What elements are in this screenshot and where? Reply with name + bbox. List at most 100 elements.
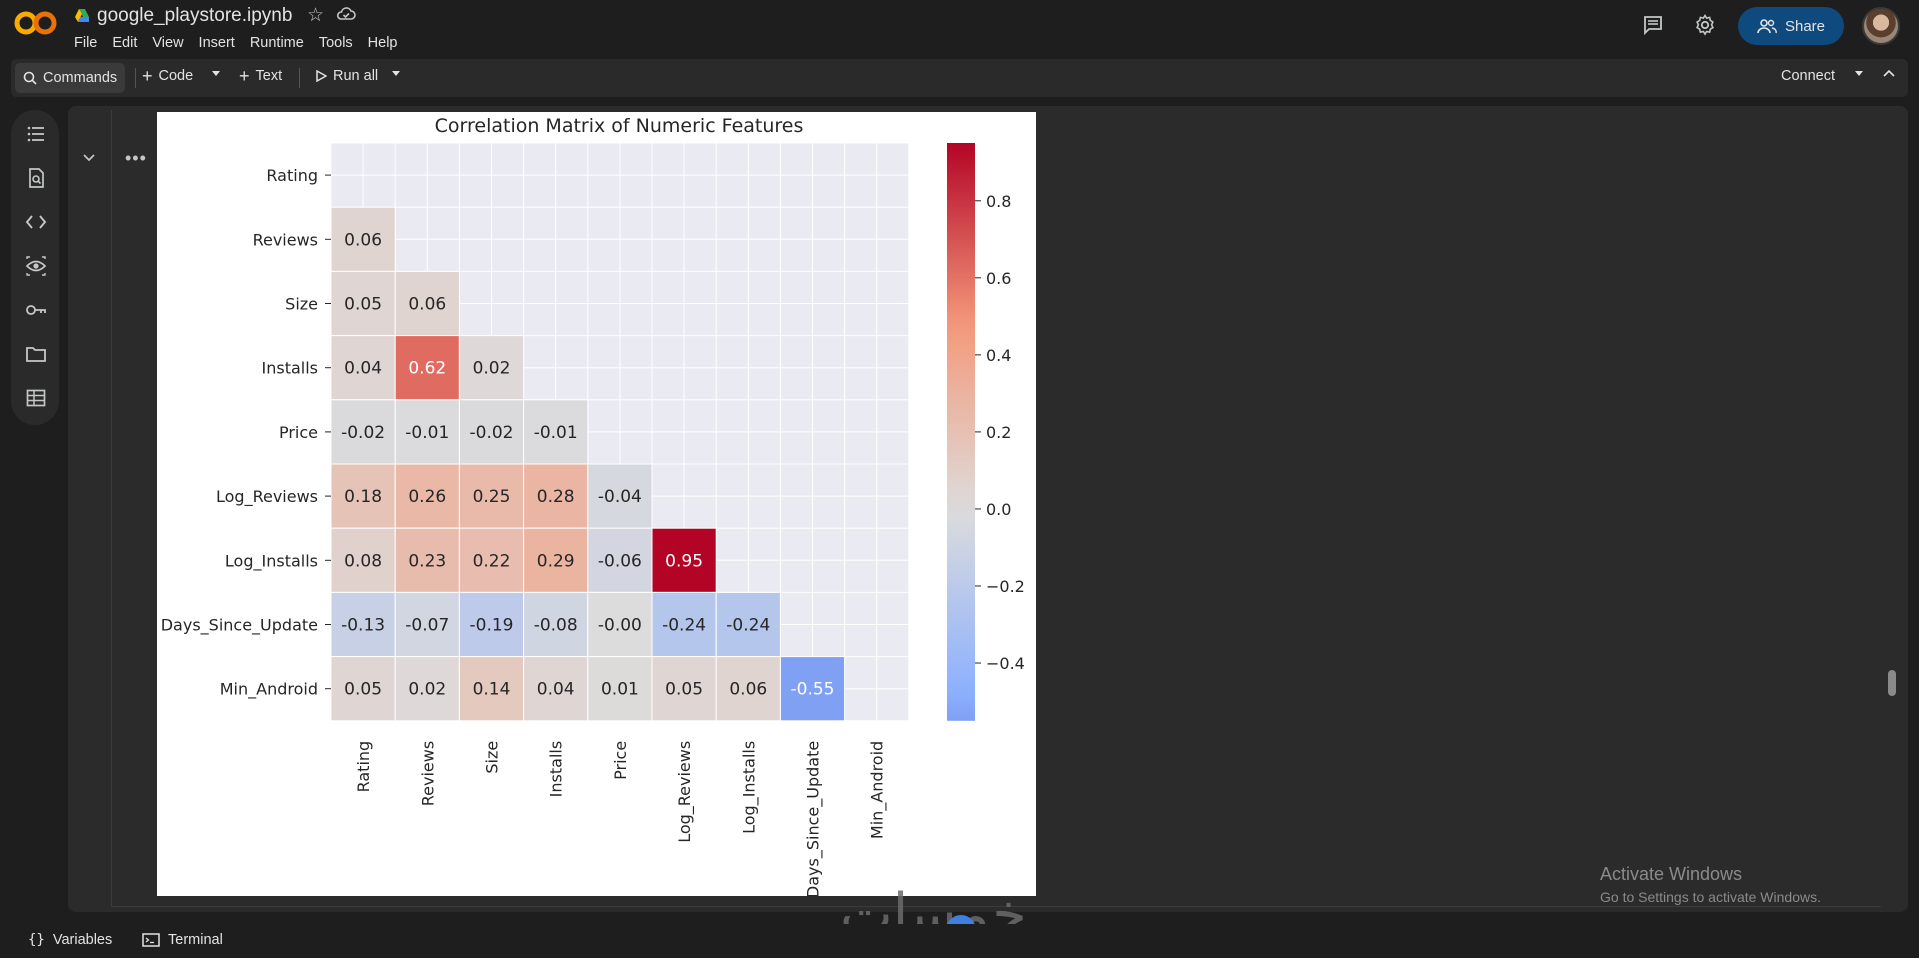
menu-edit[interactable]: Edit bbox=[112, 35, 138, 51]
find-icon[interactable] bbox=[25, 167, 47, 189]
cell-value-label: -0.08 bbox=[534, 616, 578, 636]
heatmap-cell bbox=[779, 656, 846, 722]
heatmap-cell bbox=[394, 270, 460, 337]
star-icon[interactable]: ☆ bbox=[307, 5, 325, 26]
cell-value-label: 0.04 bbox=[344, 359, 382, 379]
heatmap-cell bbox=[651, 591, 717, 658]
row-tick-label: Size bbox=[285, 295, 318, 314]
heatmap-cell bbox=[523, 463, 589, 529]
cell-value-label: 0.26 bbox=[408, 487, 446, 507]
cell-value-label: 0.01 bbox=[601, 680, 639, 700]
row-tick-label: Reviews bbox=[253, 230, 318, 249]
table-icon[interactable] bbox=[25, 387, 47, 409]
cell-value-label: 0.02 bbox=[473, 359, 511, 379]
menu-view[interactable]: View bbox=[152, 35, 184, 51]
avatar[interactable] bbox=[1862, 7, 1900, 45]
cell-value-label: -0.13 bbox=[341, 616, 385, 636]
heatmap-cell bbox=[394, 463, 460, 529]
cell-value-label: 0.28 bbox=[537, 487, 575, 507]
cell-value-label: 0.22 bbox=[473, 551, 511, 571]
row-tick-label: Rating bbox=[266, 166, 318, 185]
connect-button[interactable]: Connect bbox=[1781, 68, 1835, 84]
colorbar bbox=[947, 143, 975, 721]
cell-value-label: 0.05 bbox=[344, 680, 382, 700]
search-icon bbox=[23, 71, 37, 85]
column-tick-label: Size bbox=[483, 741, 502, 774]
colorbar-tick-label: 0.2 bbox=[986, 423, 1011, 442]
gear-icon[interactable] bbox=[1693, 13, 1717, 42]
key-icon[interactable] bbox=[25, 299, 47, 321]
share-button[interactable]: Share bbox=[1738, 7, 1844, 45]
cell-value-label: -0.55 bbox=[791, 680, 835, 700]
connect-dropdown-icon[interactable] bbox=[1854, 68, 1864, 78]
row-tick-label: Days_Since_Update bbox=[161, 616, 318, 636]
run-dropdown-icon[interactable] bbox=[391, 68, 401, 78]
code-label: Code bbox=[158, 68, 194, 84]
heatmap-cell bbox=[651, 656, 717, 722]
cell-value-label: -0.02 bbox=[470, 423, 514, 443]
menu-insert[interactable]: Insert bbox=[198, 35, 235, 51]
cell-value-label: 0.02 bbox=[408, 680, 446, 700]
more-options-icon[interactable]: ••• bbox=[125, 148, 147, 168]
variable-inspector-icon[interactable] bbox=[25, 255, 47, 277]
menu-bar: File Edit View Insert Runtime Tools Help bbox=[74, 35, 413, 51]
notebook-title[interactable]: google_playstore.ipynb bbox=[97, 5, 293, 26]
toolbar-divider bbox=[135, 68, 136, 88]
commands-button[interactable]: Commands bbox=[15, 63, 126, 93]
menu-runtime[interactable]: Runtime bbox=[249, 35, 304, 51]
table-of-contents-icon[interactable] bbox=[25, 123, 47, 145]
chevron-down-icon[interactable] bbox=[83, 150, 95, 168]
heatmap-cell bbox=[587, 656, 653, 722]
menu-file[interactable]: File bbox=[74, 35, 98, 51]
variables-button[interactable]: {} Variables bbox=[28, 932, 112, 948]
heatmap-cell bbox=[394, 656, 460, 722]
code-dropdown-icon[interactable] bbox=[211, 68, 221, 78]
cell-value-label: 0.08 bbox=[344, 551, 382, 571]
braces-icon: {} bbox=[28, 932, 45, 948]
colab-logo[interactable] bbox=[14, 8, 58, 38]
run-all-button[interactable]: Run all bbox=[315, 68, 378, 84]
heatmap-cell bbox=[394, 399, 460, 465]
cell-value-label: -0.01 bbox=[534, 423, 578, 443]
heatmap-figure: Correlation Matrix of Numeric Features 0.… bbox=[157, 112, 1036, 896]
row-tick-label: Log_Installs bbox=[225, 551, 318, 571]
cell-value-label: -0.02 bbox=[341, 423, 385, 443]
cell-value-label: -0.19 bbox=[470, 616, 514, 636]
left-sidebar bbox=[11, 110, 59, 425]
column-tick-label: Log_Reviews bbox=[675, 741, 695, 843]
column-tick-label: Min_Android bbox=[868, 741, 888, 839]
activate-windows-title: Activate Windows bbox=[1600, 864, 1743, 884]
add-text-button[interactable]: + Text bbox=[239, 67, 282, 85]
cell-value-label: 0.04 bbox=[537, 680, 575, 700]
folder-icon[interactable] bbox=[25, 343, 47, 365]
terminal-button[interactable]: Terminal bbox=[142, 932, 223, 948]
notebook-toolbar: Commands + Code + Text Run all Connect bbox=[11, 59, 1908, 97]
column-tick-label: Days_Since_Update bbox=[804, 741, 824, 896]
cell-value-label: -0.07 bbox=[405, 616, 449, 636]
colorbar-tick-label: 0.6 bbox=[986, 269, 1011, 288]
plus-icon: + bbox=[142, 66, 153, 86]
cell-value-label: 0.18 bbox=[344, 487, 382, 507]
heatmap-cell bbox=[458, 591, 525, 658]
menu-help[interactable]: Help bbox=[367, 35, 398, 51]
menu-tools[interactable]: Tools bbox=[318, 35, 353, 51]
share-label: Share bbox=[1784, 17, 1826, 35]
toolbar-divider bbox=[299, 68, 300, 88]
heatmap-cell bbox=[394, 335, 460, 401]
column-tick-label: Log_Installs bbox=[739, 741, 759, 834]
heatmap-cell bbox=[330, 399, 396, 465]
code-snippets-icon[interactable] bbox=[25, 211, 47, 233]
comment-icon[interactable] bbox=[1642, 14, 1664, 41]
cell-value-label: 0.23 bbox=[408, 551, 446, 571]
column-tick-label: Rating bbox=[354, 741, 373, 793]
cloud-saved-icon[interactable] bbox=[336, 6, 356, 27]
collapse-up-icon[interactable] bbox=[1883, 68, 1895, 78]
scrollbar-thumb[interactable] bbox=[1888, 670, 1896, 696]
column-tick-label: Reviews bbox=[418, 741, 437, 806]
add-code-button[interactable]: + Code bbox=[142, 66, 194, 86]
row-tick-label: Min_Android bbox=[220, 680, 318, 700]
heatmap-cell bbox=[523, 399, 589, 465]
cell-value-label: 0.06 bbox=[408, 295, 446, 315]
heatmap-cell bbox=[458, 527, 525, 593]
activate-windows-subtitle: Go to Settings to activate Windows. bbox=[1600, 889, 1821, 905]
